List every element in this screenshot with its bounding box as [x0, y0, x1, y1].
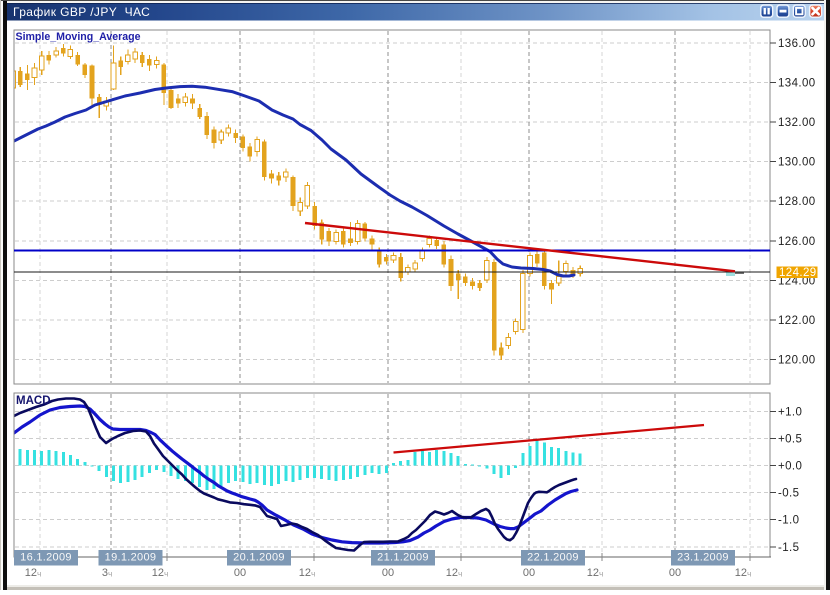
svg-text:12: 12 [25, 567, 37, 579]
svg-text:23.1.2009: 23.1.2009 [677, 552, 729, 564]
svg-text:+1.0: +1.0 [778, 406, 802, 418]
svg-text:130.00: 130.00 [778, 157, 816, 169]
svg-text:ч: ч [164, 569, 168, 579]
svg-text:ч: ч [37, 569, 41, 579]
svg-text:ч: ч [311, 569, 315, 579]
svg-text:136.00: 136.00 [778, 38, 816, 50]
svg-text:12: 12 [587, 567, 599, 579]
svg-text:3: 3 [102, 567, 108, 579]
svg-text:122.00: 122.00 [778, 315, 816, 327]
svg-text:12: 12 [152, 567, 164, 579]
svg-text:126.00: 126.00 [778, 236, 816, 248]
svg-text:124.29: 124.29 [779, 267, 817, 279]
svg-text:16.1.2009: 16.1.2009 [20, 552, 72, 564]
svg-text:+0.5: +0.5 [778, 433, 802, 445]
svg-text:132.00: 132.00 [778, 117, 816, 129]
svg-text:20.1.2009: 20.1.2009 [233, 552, 285, 564]
svg-text:12: 12 [299, 567, 311, 579]
svg-text:График GBP /JPY ЧАС: График GBP /JPY ЧАС [13, 5, 150, 19]
svg-text:00: 00 [382, 567, 394, 579]
svg-text:12: 12 [446, 567, 458, 579]
svg-text:120.00: 120.00 [778, 355, 816, 367]
svg-text:ч: ч [599, 569, 603, 579]
svg-text:MACD: MACD [16, 395, 51, 407]
svg-text:-1.5: -1.5 [778, 542, 799, 554]
svg-text:124.00: 124.00 [778, 275, 816, 287]
svg-text:ч: ч [108, 569, 112, 579]
svg-text:00: 00 [234, 567, 246, 579]
svg-text:19.1.2009: 19.1.2009 [105, 552, 157, 564]
svg-text:21.1.2009: 21.1.2009 [377, 552, 429, 564]
svg-text:12: 12 [735, 567, 747, 579]
svg-text:00: 00 [523, 567, 535, 579]
svg-text:00: 00 [669, 567, 681, 579]
svg-text:Simple_Moving_Average: Simple_Moving_Average [16, 31, 141, 43]
svg-text:-0.5: -0.5 [778, 488, 799, 500]
svg-text:128.00: 128.00 [778, 196, 816, 208]
svg-text:134.00: 134.00 [778, 77, 816, 89]
svg-text:+0.0: +0.0 [778, 461, 802, 473]
svg-text:ч: ч [458, 569, 462, 579]
svg-text:22.1.2009: 22.1.2009 [527, 552, 579, 564]
svg-text:-1.0: -1.0 [778, 515, 799, 527]
svg-text:ч: ч [747, 569, 751, 579]
